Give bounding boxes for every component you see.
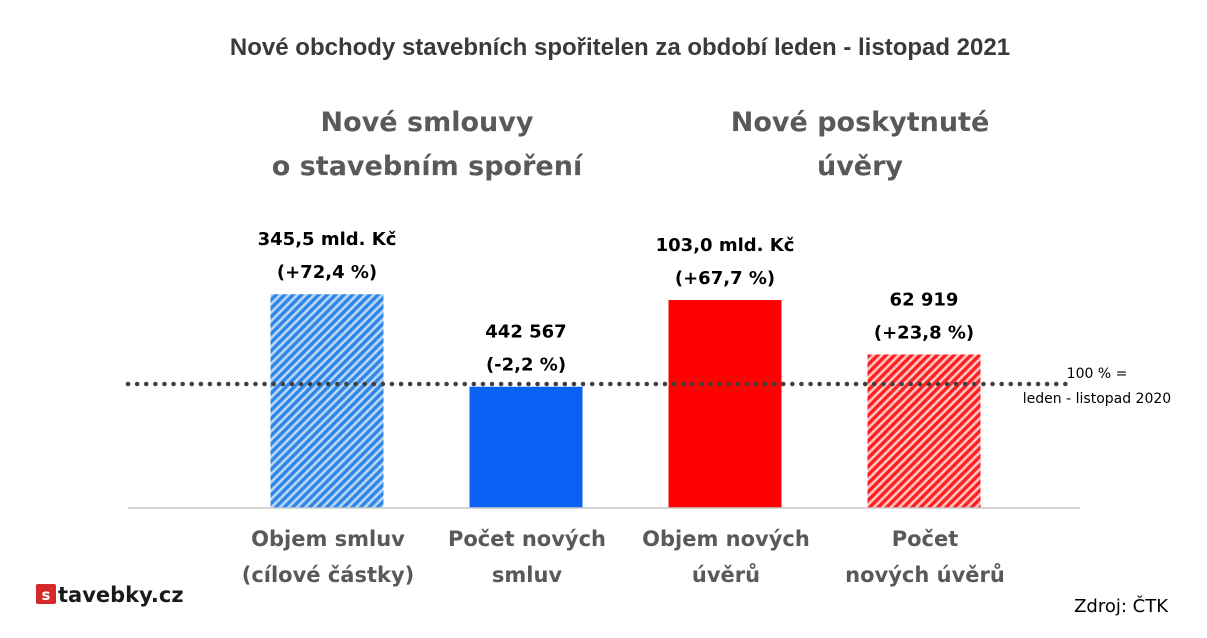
source-note: Zdroj: ČTK	[1074, 595, 1169, 617]
category-label-1-line1: Objem smluv	[251, 527, 405, 551]
reference-note-line1: 100 % =	[1067, 366, 1128, 382]
bar-2-change-label: (-2,2 %)	[486, 355, 566, 376]
category-label-4-line2: nových úvěrů	[845, 563, 1005, 587]
bar-1-change-label: (+72,4 %)	[277, 262, 377, 283]
chart-title: Nové obchody stavebních spořitelen za ob…	[230, 34, 1010, 61]
bar-2-value-label: 442 567	[485, 322, 566, 343]
category-label-4-line1: Počet	[892, 527, 959, 551]
group-title-contracts-line1: Nové smlouvy	[321, 107, 534, 138]
logo-badge	[36, 584, 56, 604]
bar-4-change-label: (+23,8 %)	[874, 322, 974, 343]
category-label-3-line2: úvěrů	[692, 563, 760, 587]
value-labels: 345,5 mld. Kč (+72,4 %) 442 567 (-2,2 %) 103…	[258, 229, 975, 376]
bar-1-value-label: 345,5 mld. Kč	[258, 229, 397, 250]
category-label-2-line1: Počet nových	[448, 527, 606, 551]
logo-badge-letter: s	[42, 586, 51, 604]
reference-note-line2: leden - listopad 2020	[1023, 391, 1171, 407]
bar-3-change-label: (+67,7 %)	[675, 268, 775, 289]
group-title-loans-line2: úvěry	[817, 151, 903, 182]
bar-4-value-label: 62 919	[890, 289, 959, 310]
category-label-2-line2: smluv	[492, 563, 563, 587]
group-title-contracts-line2: o stavebním spoření	[272, 151, 584, 182]
category-labels: Objem smluv (cílové částky) Počet nových sm…	[242, 527, 1005, 587]
group-title-loans-line1: Nové poskytnuté	[731, 107, 990, 138]
logo: s tavebky.cz	[36, 583, 184, 607]
bar-4	[867, 354, 981, 508]
bar-2	[469, 386, 583, 508]
category-label-3-line1: Objem nových	[642, 527, 810, 551]
bar-1	[270, 294, 384, 508]
bar-3	[668, 300, 782, 508]
logo-text: tavebky.cz	[58, 583, 184, 607]
bars	[270, 294, 981, 508]
category-label-1-line2: (cílové částky)	[242, 563, 415, 587]
bar-3-value-label: 103,0 mld. Kč	[656, 235, 795, 256]
